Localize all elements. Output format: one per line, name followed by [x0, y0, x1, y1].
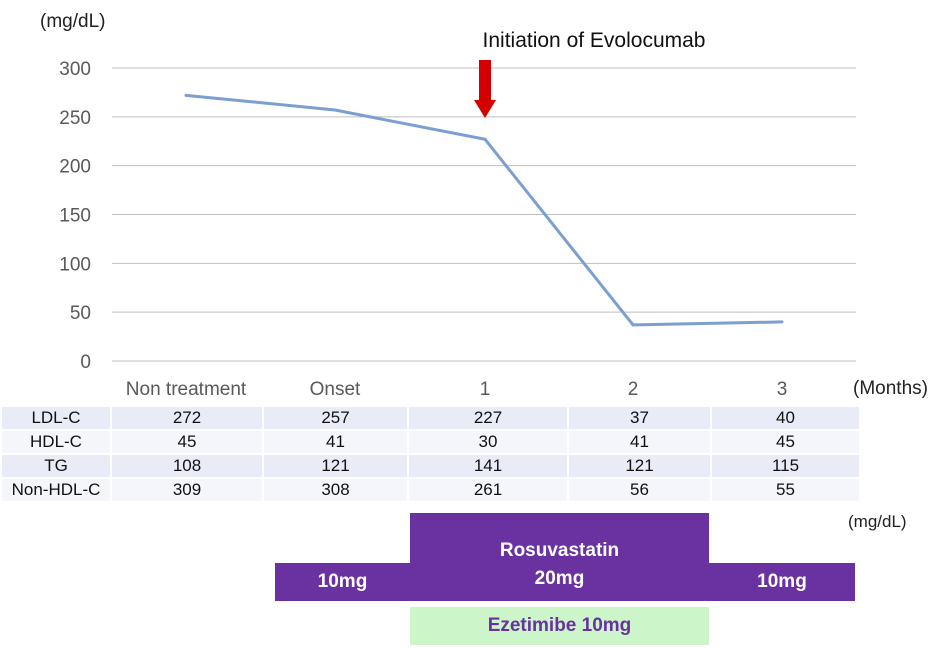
- table-cell: 41: [569, 431, 712, 455]
- table-unit-label: (mg/dL): [848, 512, 907, 531]
- data-point: [483, 137, 487, 141]
- x-tick-label: 2: [628, 379, 639, 400]
- x-unit-label: (Months): [853, 378, 928, 399]
- data-point: [184, 93, 188, 97]
- y-tick-label: 50: [70, 303, 91, 324]
- rosuvastatin-10mg-left-block: 10mg: [275, 563, 410, 601]
- table-cell: 108: [112, 455, 264, 479]
- table-cell: 55: [712, 479, 861, 503]
- table-cell: 30: [409, 431, 569, 455]
- y-tick-label: 0: [80, 352, 91, 373]
- x-tick-label: Onset: [310, 379, 361, 400]
- dose-right: 10mg: [757, 571, 807, 592]
- ldl-series-line: [185, 93, 783, 327]
- lab-row-ldl-c: LDL-C 272 257 227 37 40: [2, 407, 861, 431]
- row-label: HDL-C: [2, 431, 112, 455]
- y-tick-label: 100: [59, 254, 91, 275]
- y-tick-label: 250: [59, 108, 91, 129]
- table-cell: 115: [712, 455, 861, 479]
- table-cell: 227: [409, 407, 569, 431]
- ezetimibe-label: Ezetimibe 10mg: [487, 615, 632, 636]
- lab-row-tg: TG 108 121 141 121 115: [2, 455, 861, 479]
- data-point: [333, 108, 337, 112]
- data-point: [780, 320, 784, 324]
- table-cell: 37: [569, 407, 712, 431]
- data-points: [184, 93, 784, 327]
- table-cell: 121: [569, 455, 712, 479]
- x-tick-label: 1: [480, 379, 491, 400]
- y-tick-label: 150: [59, 206, 91, 227]
- y-tick-labels: 0 50 100 150 200 250 300: [59, 59, 91, 373]
- row-label: TG: [2, 455, 112, 479]
- lab-row-hdl-c: HDL-C 45 41 30 41 45: [2, 431, 861, 455]
- row-label: Non-HDL-C: [2, 479, 112, 503]
- table-cell: 309: [112, 479, 264, 503]
- table-cell: 45: [712, 431, 861, 455]
- table-cell: 257: [264, 407, 409, 431]
- lab-row-non-hdl-c: Non-HDL-C 309 308 261 56 55: [2, 479, 861, 503]
- ezetimibe-block: Ezetimibe 10mg: [410, 607, 709, 645]
- x-tick-label: Non treatment: [126, 379, 247, 400]
- row-label: LDL-C: [2, 407, 112, 431]
- data-point: [631, 323, 635, 327]
- y-unit-label: (mg/dL): [40, 11, 105, 32]
- table-cell: 272: [112, 407, 264, 431]
- annotation-text: Initiation of Evolocumab: [483, 29, 706, 52]
- y-tick-label: 200: [59, 157, 91, 178]
- grid-lines: [112, 67, 856, 362]
- table-cell: 45: [112, 431, 264, 455]
- table-cell: 40: [712, 407, 861, 431]
- rosuvastatin-label: Rosuvastatin: [499, 540, 620, 561]
- down-arrow-icon: [474, 60, 496, 118]
- x-tick-labels: Non treatment Onset 1 2 3: [126, 379, 787, 400]
- lab-values-table: LDL-C 272 257 227 37 40 HDL-C 45 41 30 41 45 TG 108 12…: [2, 407, 861, 503]
- rosuvastatin-20mg-block: Rosuvastatin 20mg: [410, 513, 709, 601]
- dose-left: 10mg: [317, 571, 368, 592]
- dose-middle: 20mg: [534, 568, 585, 589]
- table-cell: 308: [264, 479, 409, 503]
- table-cell: 56: [569, 479, 712, 503]
- table-cell: 121: [264, 455, 409, 479]
- table-cell: 261: [409, 479, 569, 503]
- table-cell: 141: [409, 455, 569, 479]
- rosuvastatin-10mg-right-block: 10mg: [709, 563, 855, 601]
- table-cell: 41: [264, 431, 409, 455]
- x-tick-label: 3: [777, 379, 788, 400]
- y-tick-label: 300: [59, 59, 91, 80]
